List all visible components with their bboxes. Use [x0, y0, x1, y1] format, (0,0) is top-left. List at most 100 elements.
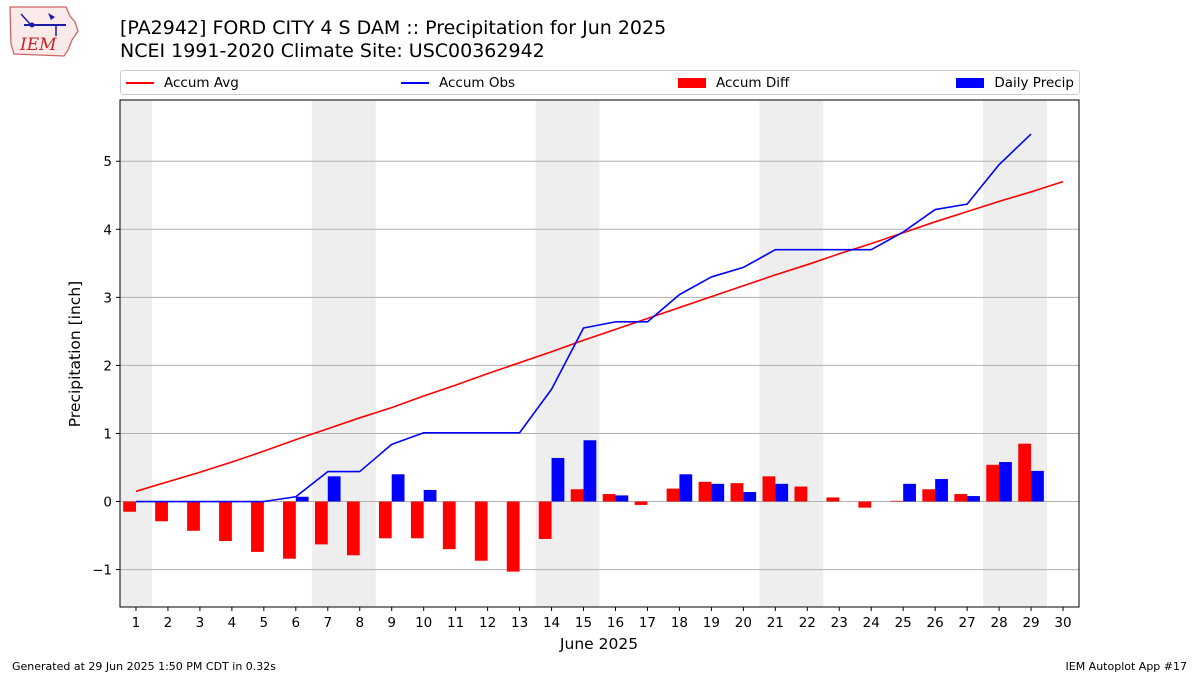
legend-swatch-accum-avg: [126, 81, 154, 84]
bar-accum-diff: [346, 501, 360, 556]
y-tick-label: 2: [103, 358, 112, 374]
gridlines: [120, 160, 1079, 571]
x-tick-label: 4: [228, 615, 237, 631]
bar-accum-diff: [794, 486, 808, 502]
x-tick-label: 11: [447, 615, 464, 631]
x-tick-label: 27: [959, 615, 976, 631]
bars: [123, 440, 1044, 572]
legend-swatch-accum-diff: [678, 77, 706, 88]
weekend-band: [983, 100, 1048, 607]
x-tick-label: 20: [735, 615, 752, 631]
legend-label-daily-precip: Daily Precip: [994, 74, 1074, 91]
chart-subtitle: NCEI 1991-2020 Climate Site: USC00362942: [120, 40, 545, 62]
bar-accum-diff: [474, 501, 488, 561]
y-axis: −1 0 1 2 3 4 5: [92, 154, 120, 579]
iem-logo: IEM: [9, 6, 79, 57]
legend-swatch-daily-precip: [956, 77, 985, 88]
bar-accum-diff: [378, 501, 392, 539]
bar-accum-diff: [570, 489, 584, 502]
line-accum-obs: [135, 133, 1032, 503]
generated-timestamp: Generated at 29 Jun 2025 1:50 PM CDT in …: [12, 660, 277, 673]
bar-accum-diff: [922, 489, 936, 502]
x-tick-label: 3: [196, 615, 205, 631]
bar-daily-precip: [423, 489, 437, 502]
x-axis-label: June 2025: [559, 635, 638, 653]
legend-item-daily-precip: Daily Precip: [956, 71, 1074, 94]
lines: [135, 133, 1064, 503]
bar-daily-precip: [935, 479, 948, 502]
x-tick-label: 9: [387, 615, 396, 631]
bar-accum-diff: [506, 501, 520, 572]
plot-frame: [119, 99, 1080, 608]
x-tick-label: 30: [1054, 615, 1071, 631]
bar-daily-precip: [295, 496, 309, 502]
x-tick-label: 12: [479, 615, 496, 631]
x-tick-label: 10: [415, 615, 432, 631]
x-tick-label: 24: [863, 615, 880, 631]
bar-accum-diff: [123, 501, 136, 512]
bar-accum-diff: [666, 488, 680, 502]
x-tick-label: 22: [799, 615, 816, 631]
x-tick-label: 14: [543, 615, 560, 631]
chart-legend: Accum Avg Accum Obs Accum Diff Daily Pre…: [120, 70, 1080, 95]
x-tick-label: 18: [671, 615, 688, 631]
legend-label-accum-diff: Accum Diff: [716, 74, 790, 91]
weekend-band: [120, 100, 152, 607]
x-tick-label: 25: [895, 615, 912, 631]
x-tick-label: 26: [927, 615, 944, 631]
legend-item-accum-obs: Accum Obs: [401, 71, 515, 94]
bar-accum-diff: [283, 501, 296, 559]
x-tick-label: 2: [164, 615, 173, 631]
bar-accum-diff: [698, 481, 712, 502]
weather-vane-arrow-icon: [20, 13, 31, 25]
bar-daily-precip: [551, 457, 565, 502]
y-tick-label: −1: [92, 563, 112, 579]
x-tick-label: 6: [292, 615, 301, 631]
bar-accum-diff: [954, 494, 968, 502]
bar-accum-diff: [442, 501, 456, 550]
line-accum-avg: [135, 180, 1064, 493]
legend-label-accum-obs: Accum Obs: [439, 74, 516, 91]
chart-title: [PA2942] FORD CITY 4 S DAM :: Precipitat…: [120, 17, 667, 39]
bar-accum-diff: [219, 501, 232, 541]
legend-item-accum-avg: Accum Avg: [126, 71, 239, 94]
x-tick-label: 28: [990, 615, 1007, 631]
bar-accum-diff: [410, 501, 424, 539]
bar-daily-precip: [327, 476, 341, 502]
bar-accum-diff: [538, 501, 552, 539]
y-tick-label: 4: [103, 222, 112, 238]
bar-accum-diff: [890, 500, 904, 502]
x-tick-label: 7: [323, 615, 332, 631]
x-tick-label: 13: [511, 615, 528, 631]
x-tick-label: 23: [831, 615, 848, 631]
x-tick-label: 5: [260, 615, 269, 631]
y-tick-label: 3: [103, 290, 112, 306]
weekend-band: [759, 100, 824, 607]
bar-daily-precip: [1031, 470, 1044, 502]
y-tick-label: 1: [103, 426, 112, 442]
bar-accum-diff: [602, 494, 616, 502]
bar-accum-diff: [762, 476, 776, 502]
app-credit: IEM Autoplot App #17: [1065, 660, 1188, 673]
y-axis-label: Precipitation [inch]: [66, 281, 84, 427]
bar-accum-diff: [187, 501, 200, 531]
bar-daily-precip: [967, 496, 980, 502]
weather-vane-flag-icon: [48, 13, 55, 20]
bar-daily-precip: [903, 483, 916, 502]
bar-daily-precip: [615, 495, 629, 502]
x-tick-label: 15: [575, 615, 592, 631]
y-tick-label: 5: [103, 154, 112, 170]
iowa-outline-icon: [9, 6, 79, 57]
bar-daily-precip: [583, 440, 597, 502]
legend-swatch-accum-obs: [401, 81, 429, 84]
bar-accum-diff: [251, 501, 264, 552]
bar-daily-precip: [679, 474, 693, 502]
bar-accum-diff: [730, 483, 744, 502]
x-tick-label: 29: [1022, 615, 1039, 631]
x-tick-label: 17: [639, 615, 656, 631]
x-tick-label: 8: [355, 615, 364, 631]
logo-text: IEM: [19, 35, 57, 55]
bar-accum-diff: [1018, 443, 1032, 502]
legend-label-accum-avg: Accum Avg: [164, 74, 239, 91]
